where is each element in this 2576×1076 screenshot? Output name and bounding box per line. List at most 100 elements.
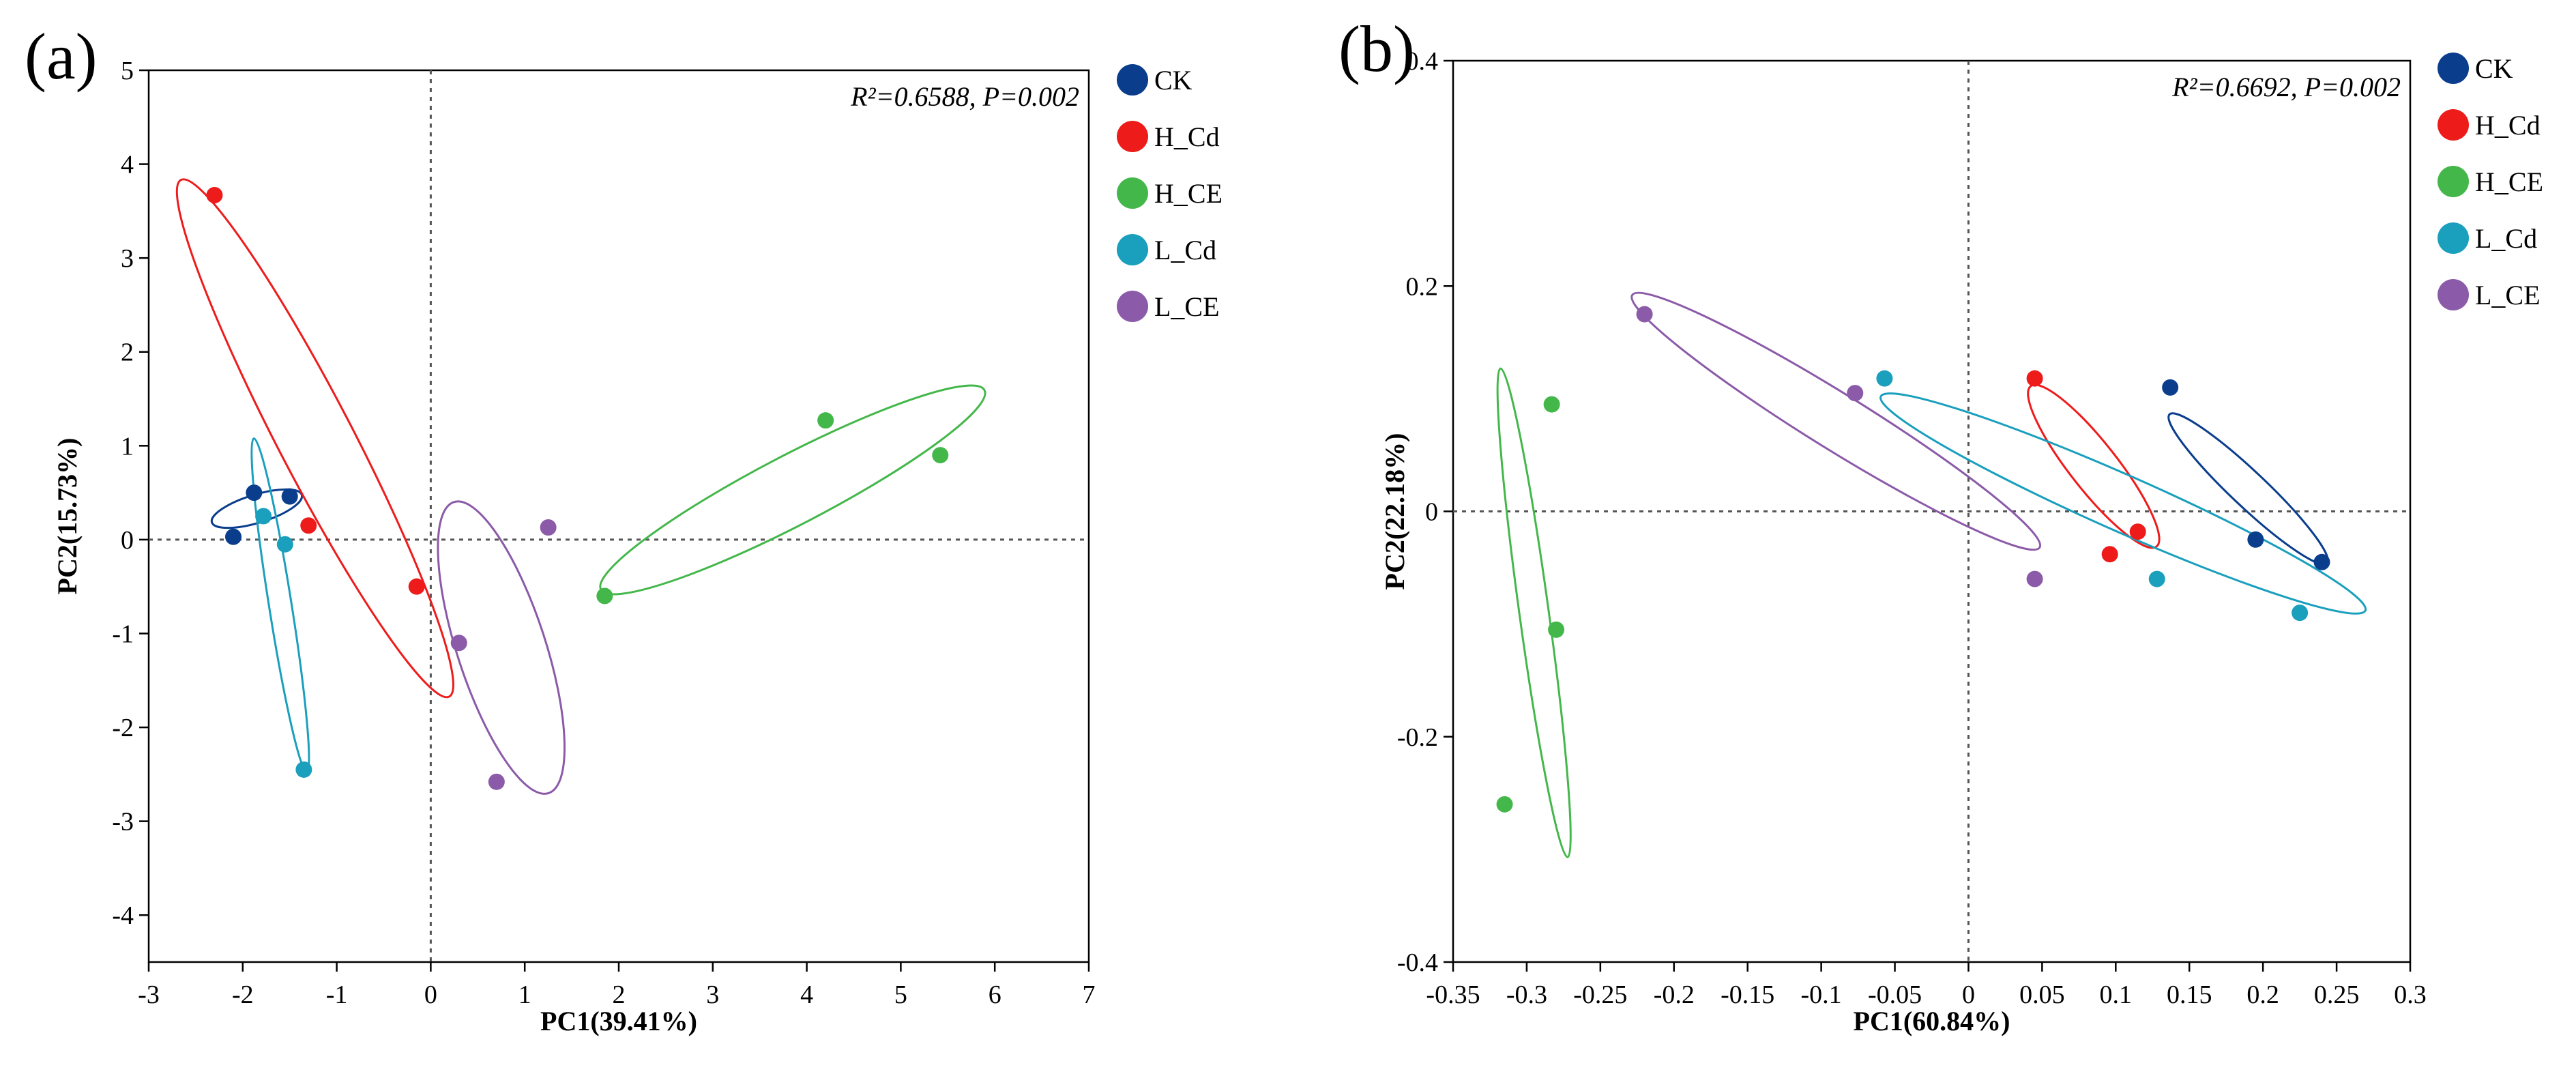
plot-frame bbox=[147, 69, 1090, 963]
x-tick-label: -0.3 bbox=[1506, 980, 1547, 1009]
y-tick-label: 0 bbox=[121, 526, 134, 555]
y-tick-label: 1 bbox=[121, 432, 134, 461]
legend-label: L_CE bbox=[1154, 291, 1220, 322]
ellipse-l-ce bbox=[1630, 291, 2042, 551]
point-h-ce bbox=[1548, 621, 1565, 638]
point-l-ce bbox=[450, 635, 467, 652]
ellipse-h-ce bbox=[1496, 367, 1572, 858]
x-tick-label: 4 bbox=[800, 980, 813, 1009]
legend-label: L_Cd bbox=[1154, 235, 1216, 265]
ellipse-h-cd bbox=[2027, 383, 2161, 549]
chart-panel-a: (a) -3 -2 -1 0 1 2 3 4 5 6 7 -4 -3 -2 -1 0 1 2 3 4 5 PC1(39.41… bbox=[25, 20, 1223, 1036]
x-tick-label: -0.1 bbox=[1801, 980, 1842, 1009]
legend: CK H_Cd H_CE L_Cd L_CE bbox=[2438, 53, 2543, 310]
ellipse-ck bbox=[2167, 412, 2329, 566]
point-h-cd bbox=[2026, 370, 2043, 387]
point-l-cd bbox=[2292, 605, 2309, 622]
point-ck bbox=[2313, 553, 2330, 570]
x-axis-label: PC1(60.84%) bbox=[1854, 1006, 2010, 1036]
legend-marker bbox=[2438, 53, 2469, 84]
legend-label: H_CE bbox=[1154, 178, 1223, 209]
point-ck bbox=[246, 484, 263, 501]
panel-label: (a) bbox=[25, 20, 98, 93]
y-tick-label: 3 bbox=[121, 244, 134, 273]
point-h-cd bbox=[206, 186, 223, 203]
point-h-ce bbox=[1496, 796, 1513, 813]
x-tick-label: -2 bbox=[232, 980, 254, 1009]
point-h-ce bbox=[596, 587, 613, 605]
x-tick-label: 1 bbox=[518, 980, 531, 1009]
x-tick-label: 0.2 bbox=[2246, 980, 2279, 1009]
x-axis-label: PC1(39.41%) bbox=[540, 1006, 697, 1036]
legend-marker bbox=[1117, 177, 1148, 209]
point-l-cd bbox=[295, 761, 312, 778]
chart-panel-b: (b) -0.35 -0.3 -0.25 -0.2 -0.15 -0.1 -0.05 0 0.05… bbox=[1338, 12, 2543, 1036]
point-l-cd bbox=[2148, 570, 2165, 587]
legend-marker bbox=[1117, 291, 1148, 322]
legend-label: H_Cd bbox=[1154, 121, 1220, 152]
legend-marker bbox=[2438, 222, 2469, 254]
point-ck bbox=[2162, 379, 2179, 396]
x-tick-label: 5 bbox=[894, 980, 907, 1009]
point-l-cd bbox=[255, 508, 272, 525]
x-tick-label: 0.15 bbox=[2167, 980, 2212, 1009]
point-h-cd bbox=[2129, 523, 2146, 540]
y-tick-label: 0.2 bbox=[1406, 272, 1439, 301]
ellipse-l-ce bbox=[437, 500, 566, 795]
y-tick-label: -0.2 bbox=[1397, 723, 1438, 752]
legend: CK H_Cd H_CE L_Cd L_CE bbox=[1117, 64, 1223, 322]
point-ck bbox=[281, 488, 298, 505]
legend-label: CK bbox=[1154, 65, 1192, 96]
point-l-ce bbox=[1847, 385, 1864, 402]
ellipse-h-ce bbox=[599, 384, 986, 596]
y-axis-label: PC2(15.73%) bbox=[52, 438, 83, 595]
legend-marker bbox=[2438, 279, 2469, 310]
y-axis-label: PC2(22.18%) bbox=[1379, 433, 1410, 590]
legend-marker bbox=[2438, 109, 2469, 141]
point-l-cd bbox=[1876, 370, 1893, 387]
legend-marker bbox=[1117, 234, 1148, 265]
y-tick-label: 2 bbox=[121, 338, 134, 367]
stat-annotation: R²=0.6692, P=0.002 bbox=[2171, 72, 2401, 102]
y-tick-label: -3 bbox=[112, 808, 134, 837]
x-tick-label: 0.25 bbox=[2314, 980, 2360, 1009]
legend-label: L_Cd bbox=[2475, 223, 2537, 254]
legend-label: L_CE bbox=[2475, 280, 2541, 310]
x-tick-label: -1 bbox=[326, 980, 348, 1009]
y-tick-label: -4 bbox=[112, 901, 134, 930]
x-tick-label: -0.05 bbox=[1868, 980, 1922, 1009]
x-tick-label: 3 bbox=[706, 980, 719, 1009]
point-l-ce bbox=[2026, 570, 2043, 587]
point-l-ce bbox=[1636, 306, 1653, 323]
x-tick-label: -0.2 bbox=[1654, 980, 1695, 1009]
y-tick-label: -0.4 bbox=[1397, 948, 1438, 977]
point-h-ce bbox=[817, 412, 834, 429]
x-tick-label: -0.25 bbox=[1573, 980, 1627, 1009]
point-l-ce bbox=[540, 519, 557, 536]
legend-label: CK bbox=[2475, 53, 2513, 84]
point-h-ce bbox=[932, 447, 949, 464]
x-tick-label: 0 bbox=[424, 980, 437, 1009]
point-ck bbox=[2247, 531, 2264, 548]
point-h-ce bbox=[1543, 396, 1560, 413]
legend-label: H_CE bbox=[2475, 166, 2543, 197]
panel-label: (b) bbox=[1338, 12, 1415, 85]
legend-marker bbox=[1117, 121, 1148, 152]
x-tick-label: 7 bbox=[1083, 980, 1096, 1009]
stat-annotation: R²=0.6588, P=0.002 bbox=[850, 81, 1079, 112]
y-tick-label: 0.4 bbox=[1406, 47, 1439, 76]
x-tick-label: 2 bbox=[613, 980, 626, 1009]
point-l-ce bbox=[488, 773, 505, 790]
x-tick-label: 0 bbox=[1962, 980, 1975, 1009]
point-l-cd bbox=[276, 536, 293, 553]
x-tick-label: -3 bbox=[138, 980, 160, 1009]
point-h-cd bbox=[408, 578, 425, 595]
y-tick-label: 0 bbox=[1425, 498, 1438, 527]
point-ck bbox=[225, 528, 242, 545]
x-tick-label: 0.1 bbox=[2100, 980, 2133, 1009]
legend-marker bbox=[2438, 166, 2469, 197]
point-h-cd bbox=[2101, 546, 2118, 563]
y-tick-label: 5 bbox=[121, 57, 134, 85]
legend-marker bbox=[1117, 64, 1148, 96]
